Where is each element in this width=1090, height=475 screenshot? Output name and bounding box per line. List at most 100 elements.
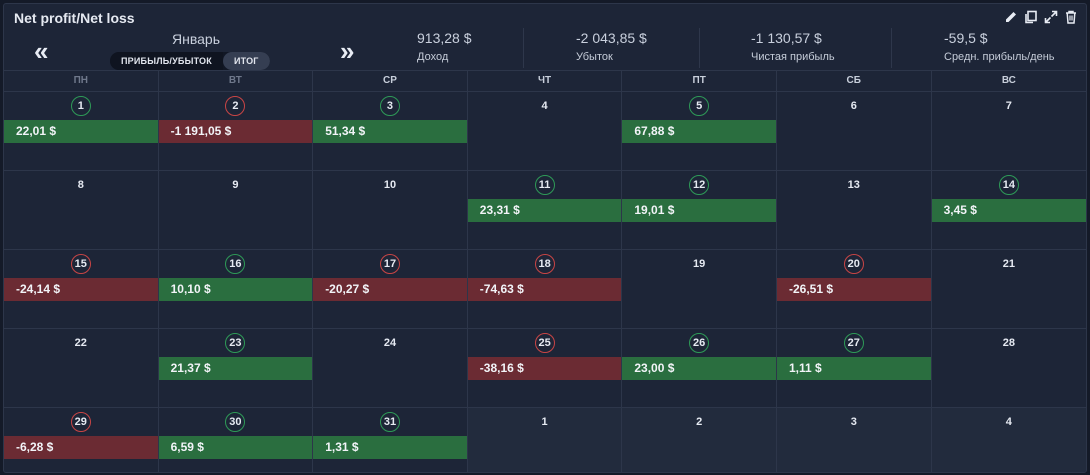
weekday-label: ВТ [159, 71, 314, 91]
calendar-week-row: 1 22,01 $ 2 -1 191,05 $ 3 51,34 $ 4 5 67,88 $ 6 7 [4, 91, 1086, 170]
day-number: 9 [232, 179, 239, 191]
calendar-day-cell[interactable]: 16 10,10 $ [158, 250, 314, 328]
calendar-day-cell[interactable]: 3 [776, 408, 932, 472]
toggle-total[interactable]: ИТОГ [222, 52, 270, 70]
loss-bar: -20,27 $ [313, 278, 467, 301]
weekday-label: ЧТ [468, 71, 623, 91]
day-number: 19 [693, 258, 706, 270]
day-number: 17 [379, 254, 400, 274]
day-number: 5 [689, 96, 710, 116]
divider [891, 28, 892, 68]
toggle-profit-loss[interactable]: ПРИБЫЛЬ/УБЫТОК [110, 52, 223, 70]
calendar-day-cell[interactable]: 22 [4, 329, 159, 407]
profit-bar: 23,00 $ [622, 357, 776, 380]
calendar-day-cell[interactable]: 2 [622, 408, 777, 472]
stat-loss: -2 043,85 $ Убыток [576, 30, 647, 70]
day-number: 15 [70, 254, 91, 274]
calendar-day-cell[interactable]: 15 -24,14 $ [4, 250, 159, 328]
calendar-day-cell[interactable]: 8 [4, 171, 159, 249]
stat-income: 913,28 $ Доход [417, 30, 472, 70]
view-toggle: ПРИБЫЛЬ/УБЫТОК ИТОГ [110, 52, 270, 70]
day-number: 7 [1005, 100, 1012, 112]
calendar-day-cell[interactable]: 3 51,34 $ [313, 92, 468, 170]
calendar-day-cell[interactable]: 28 [932, 329, 1086, 407]
profit-bar: 67,88 $ [622, 120, 776, 143]
divider [523, 28, 524, 68]
pencil-icon[interactable] [1004, 10, 1018, 24]
day-number: 1 [70, 96, 91, 116]
stat-label: Чистая прибыль [751, 51, 835, 63]
profit-bar: 23,31 $ [467, 199, 622, 222]
profit-bar: 6,59 $ [158, 436, 313, 459]
stat-label: Убыток [576, 51, 613, 63]
calendar-day-cell[interactable]: 2 -1 191,05 $ [158, 92, 314, 170]
day-number: 1 [541, 416, 548, 428]
day-number: 14 [998, 175, 1019, 195]
profit-bar: 51,34 $ [313, 120, 467, 143]
calendar-day-cell[interactable]: 14 3,45 $ [931, 171, 1086, 249]
calendar-day-cell[interactable]: 17 -20,27 $ [313, 250, 468, 328]
calendar-day-cell[interactable]: 11 23,31 $ [467, 171, 623, 249]
day-number: 4 [1005, 416, 1012, 428]
profit-bar: 22,01 $ [4, 120, 158, 143]
loss-bar: -24,14 $ [4, 278, 158, 301]
calendar-day-cell[interactable]: 12 19,01 $ [622, 171, 777, 249]
calendar-day-cell[interactable]: 31 1,31 $ [313, 408, 468, 472]
day-number: 23 [225, 333, 246, 353]
calendar-day-cell[interactable]: 21 [932, 250, 1086, 328]
expand-icon[interactable] [1044, 10, 1058, 24]
day-number: 12 [689, 175, 710, 195]
calendar-day-cell[interactable]: 6 [777, 92, 932, 170]
calendar-day-cell[interactable]: 5 67,88 $ [622, 92, 777, 170]
divider [699, 28, 700, 68]
calendar-widget: Net profit/Net loss « Январь » ПРИБЫЛЬ/У… [3, 3, 1087, 473]
calendar-day-cell[interactable]: 27 1,11 $ [776, 329, 932, 407]
stat-net-profit: -1 130,57 $ Чистая прибыль [751, 30, 835, 70]
calendar-weeks: 1 22,01 $ 2 -1 191,05 $ 3 51,34 $ 4 5 67,88 $ 6 7 8… [4, 91, 1086, 472]
day-number: 28 [1002, 337, 1015, 349]
weekday-label: ВС [1001, 75, 1016, 86]
divider [4, 70, 1086, 71]
trash-icon[interactable] [1064, 10, 1078, 24]
weekday-label: ПН [4, 71, 159, 91]
copy-icon[interactable] [1024, 10, 1038, 24]
widget-toolbar [1004, 10, 1078, 24]
loss-bar: -74,63 $ [467, 278, 622, 301]
day-number: 29 [70, 412, 91, 432]
calendar-day-cell[interactable]: 20 -26,51 $ [776, 250, 932, 328]
calendar-day-cell[interactable]: 10 [313, 171, 468, 249]
calendar-day-cell[interactable]: 19 [622, 250, 777, 328]
calendar-day-cell[interactable]: 24 [313, 329, 468, 407]
calendar-grid: ПН ВТ СР ЧТ ПТ СБ ВС 1 22,01 $ 2 -1 191,05 … [4, 71, 1086, 472]
next-month-button[interactable]: » [340, 36, 355, 66]
weekday-header: ПН ВТ СР ЧТ ПТ СБ ВС [4, 71, 1086, 91]
profit-bar: 21,37 $ [158, 357, 313, 380]
stat-value: -2 043,85 $ [576, 30, 647, 46]
calendar-day-cell[interactable]: 25 -38,16 $ [467, 329, 623, 407]
calendar-day-cell[interactable]: 4 [468, 92, 623, 170]
calendar-day-cell[interactable]: 18 -74,63 $ [467, 250, 623, 328]
calendar-day-cell[interactable]: 30 6,59 $ [158, 408, 314, 472]
day-number: 20 [843, 254, 864, 274]
calendar-day-cell[interactable]: 9 [159, 171, 314, 249]
calendar-day-cell[interactable]: 4 [931, 408, 1086, 472]
day-number: 3 [850, 416, 857, 428]
calendar-day-cell[interactable]: 7 [932, 92, 1086, 170]
calendar-week-row: 22 23 21,37 $ 24 25 -38,16 $ 26 23,00 $ 27 1,11 $… [4, 328, 1086, 407]
calendar-day-cell[interactable]: 26 23,00 $ [622, 329, 777, 407]
profit-bar: 3,45 $ [931, 199, 1086, 222]
weekday-label: СР [313, 71, 468, 91]
calendar-day-cell[interactable]: 13 [777, 171, 932, 249]
day-number: 2 [225, 96, 246, 116]
loss-bar: -6,28 $ [4, 436, 158, 459]
month-label: Январь [172, 31, 220, 47]
calendar-day-cell[interactable]: 23 21,37 $ [158, 329, 314, 407]
widget-title: Net profit/Net loss [14, 10, 135, 26]
prev-month-button[interactable]: « [34, 36, 49, 66]
calendar-day-cell[interactable]: 1 22,01 $ [4, 92, 159, 170]
loss-bar: -26,51 $ [776, 278, 931, 301]
day-number: 31 [379, 412, 400, 432]
calendar-day-cell[interactable]: 1 [467, 408, 623, 472]
calendar-day-cell[interactable]: 29 -6,28 $ [4, 408, 159, 472]
stat-avg-profit: -59,5 $ Средн. прибыль/день [944, 30, 1055, 70]
